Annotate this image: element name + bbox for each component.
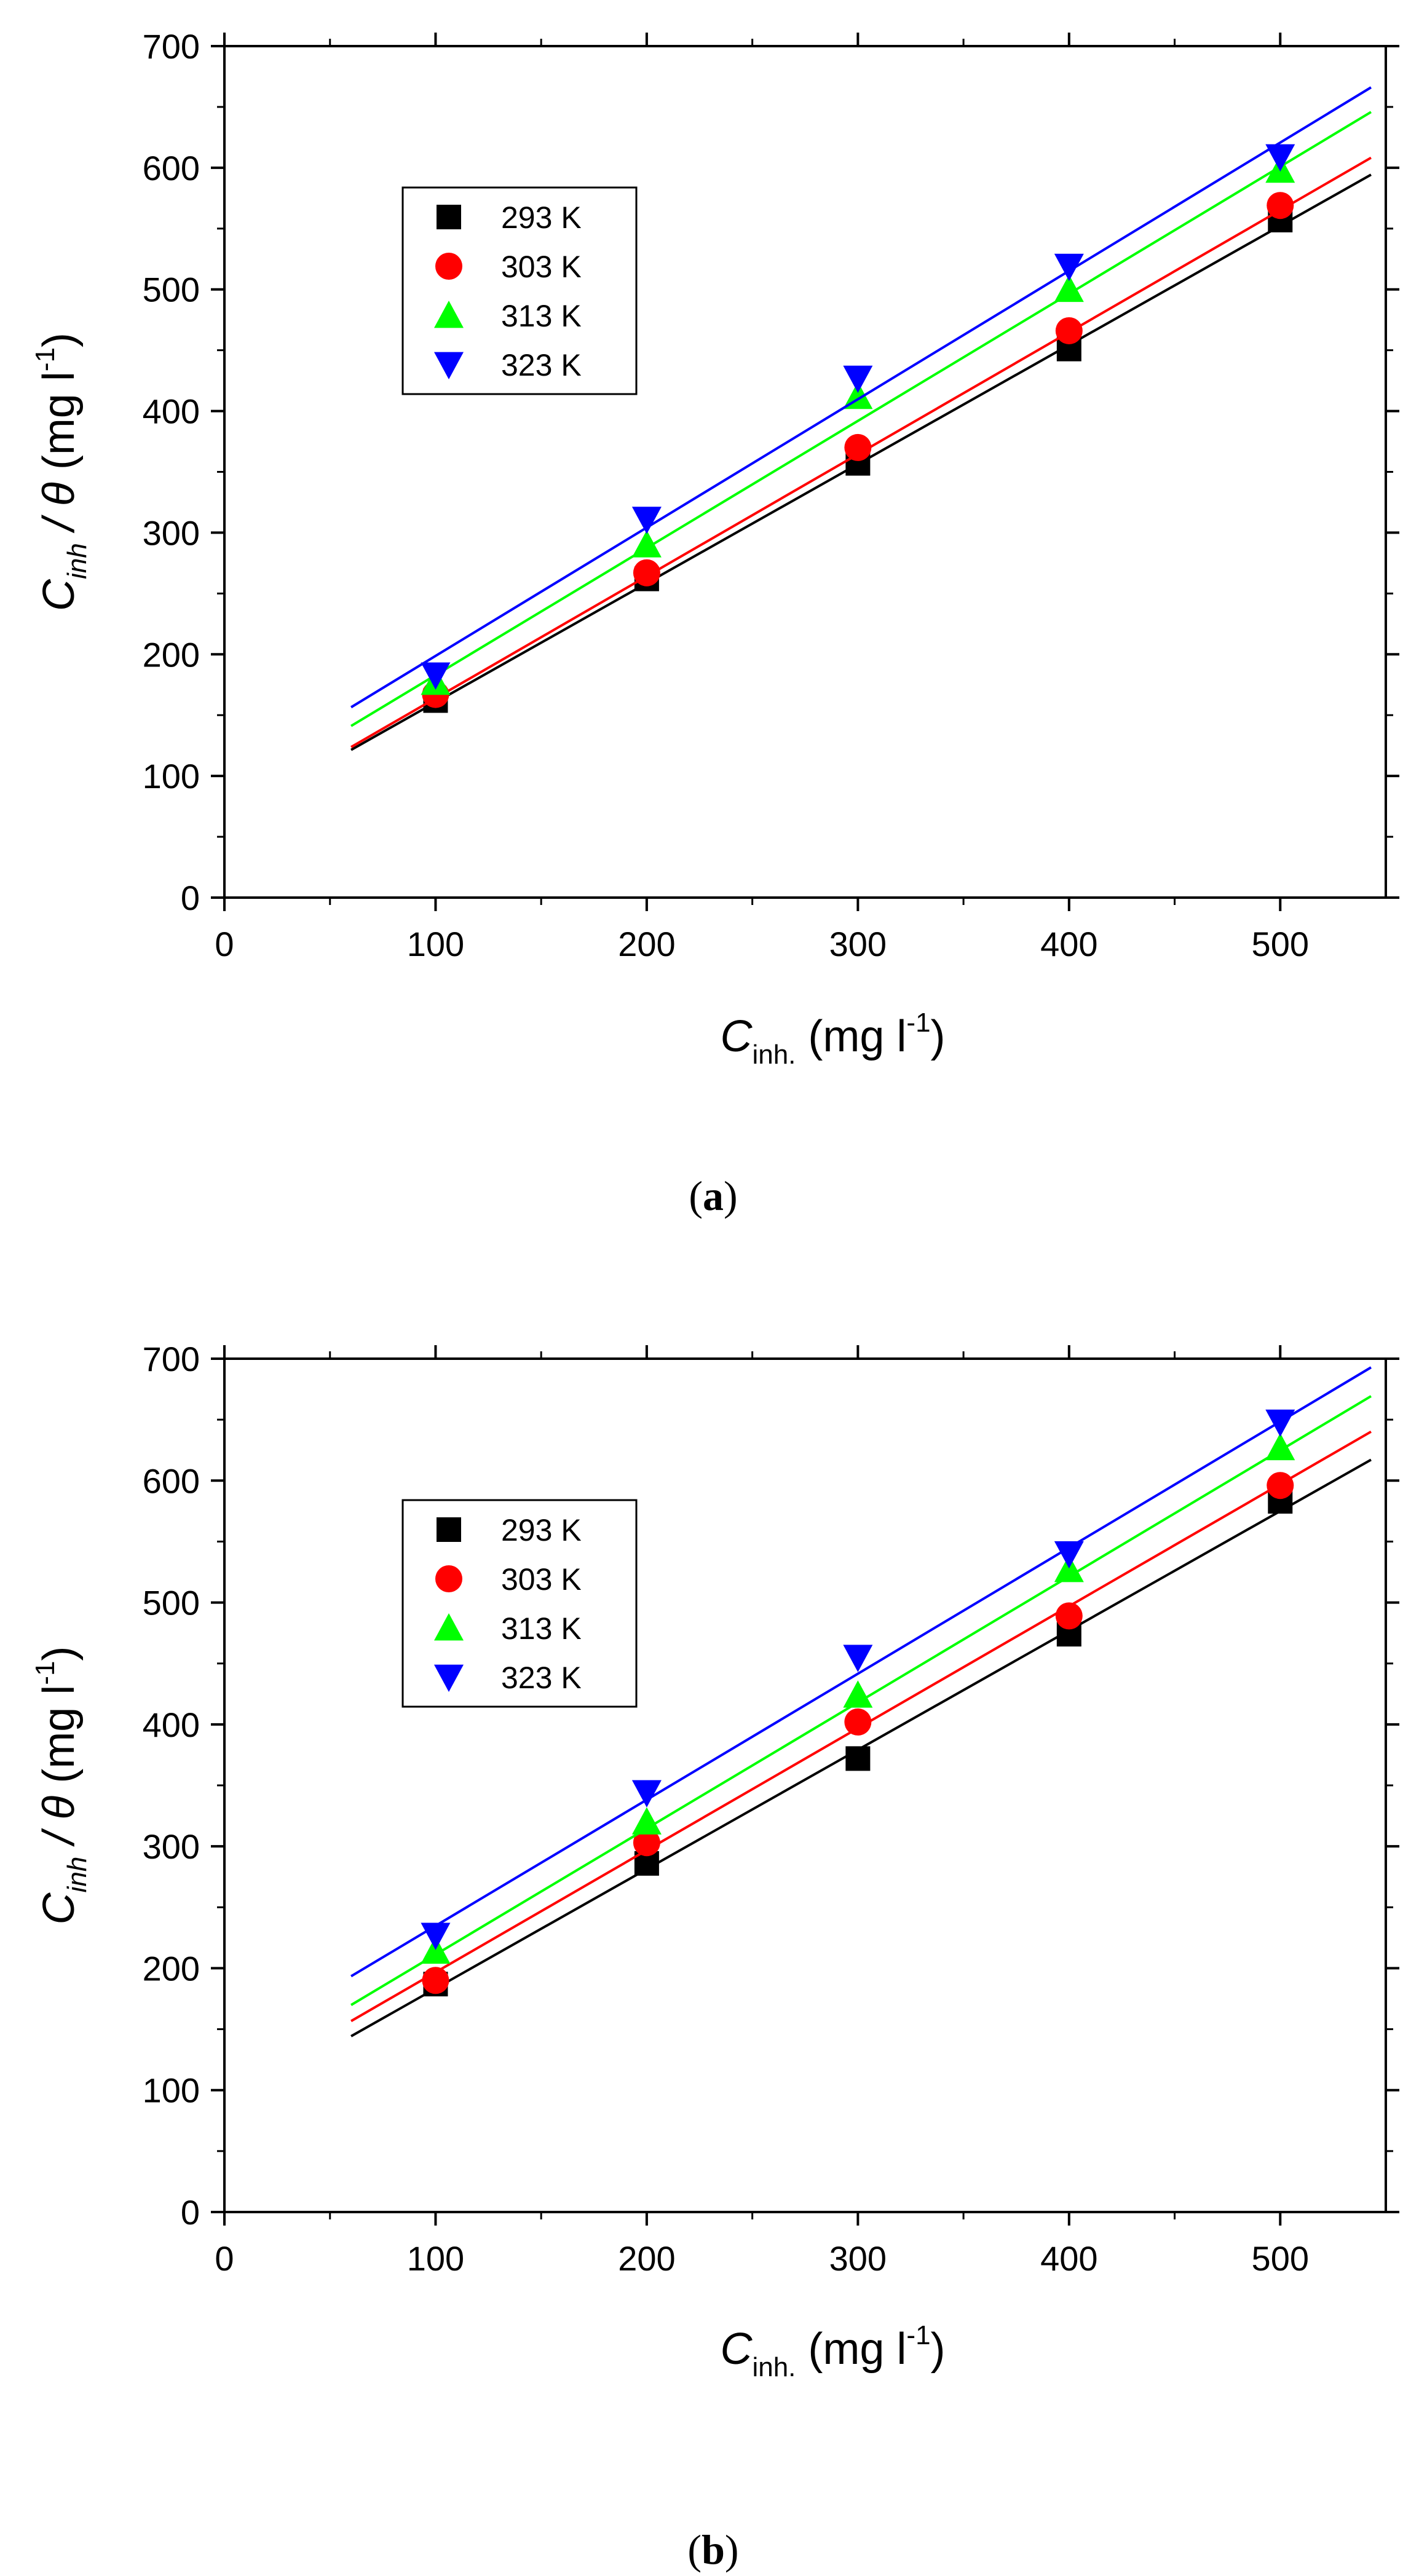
chart-panel-b: 0 100 200 300 400 500 0 100 200 300 400 500 600 700 Ci… xyxy=(30,1340,1399,2573)
data-point xyxy=(1265,1432,1295,1461)
x-tick-label: 400 xyxy=(1040,2239,1097,2278)
x-tick-label: 200 xyxy=(618,925,675,963)
legend-marker xyxy=(434,301,464,328)
legend-marker xyxy=(434,352,464,379)
series-303-k xyxy=(350,1430,1372,2023)
data-point xyxy=(631,1780,662,1808)
legend: 293 K 303 K 313 K 323 K xyxy=(401,186,638,395)
y-tick-label: 500 xyxy=(143,1584,200,1622)
panel-label: (b) xyxy=(687,2526,738,2573)
x-tick-label: 500 xyxy=(1252,2239,1309,2278)
panel-label: (a) xyxy=(689,1172,737,1219)
data-point xyxy=(1055,317,1083,344)
data-point xyxy=(844,433,872,461)
legend-marker xyxy=(437,1517,461,1542)
fit-line xyxy=(350,86,1372,709)
y-tick-label: 300 xyxy=(143,513,200,552)
data-point xyxy=(1054,1541,1084,1569)
data-point xyxy=(1054,274,1084,302)
plot-frame xyxy=(223,45,1387,899)
y-tick-label: 600 xyxy=(143,1461,200,1500)
legend-marker xyxy=(434,1664,464,1692)
x-tick-label: 0 xyxy=(215,925,234,963)
data-point xyxy=(633,1829,660,1857)
series-323-k xyxy=(350,86,1372,709)
data-point xyxy=(1267,192,1294,219)
y-tick-label: 700 xyxy=(143,27,200,66)
y-tick-label: 700 xyxy=(143,1340,200,1378)
y-tick-label: 200 xyxy=(143,635,200,674)
plot-frame xyxy=(223,1357,1387,2213)
y-tick-label: 300 xyxy=(143,1827,200,1866)
x-axis-title: Cinh. (mg l-1) xyxy=(720,2320,945,2382)
legend-label: 323 K xyxy=(501,1661,582,1695)
data-point xyxy=(1055,1602,1083,1630)
y-tick-label: 0 xyxy=(181,2193,200,2232)
y-tick-label: 100 xyxy=(143,2071,200,2110)
fit-line xyxy=(350,1366,1372,1978)
x-tick-label: 300 xyxy=(829,2239,887,2278)
legend-label: 313 K xyxy=(501,1611,582,1646)
legend-marker xyxy=(435,253,462,280)
data-point xyxy=(843,1680,873,1708)
legend-marker xyxy=(435,1565,462,1592)
y-tick-label: 400 xyxy=(143,392,200,431)
data-point xyxy=(631,507,662,534)
data-point xyxy=(631,530,662,558)
y-tick-label: 400 xyxy=(143,1705,200,1744)
legend-label: 313 K xyxy=(501,299,582,333)
legend-label: 323 K xyxy=(501,348,582,382)
data-point xyxy=(1054,253,1084,282)
x-tick-label: 400 xyxy=(1040,925,1097,963)
y-tick-label: 500 xyxy=(143,271,200,309)
y-axis-title: Cinh / θ (mg l-1) xyxy=(30,333,92,611)
data-point xyxy=(421,1922,451,1950)
y-tick-label: 100 xyxy=(143,757,200,796)
legend-label: 293 K xyxy=(501,1513,582,1547)
data-point xyxy=(1265,1409,1295,1437)
x-axis-title: Cinh. (mg l-1) xyxy=(720,1008,945,1070)
data-point xyxy=(1267,1472,1294,1499)
x-tick-label: 500 xyxy=(1252,925,1309,963)
x-tick-label: 100 xyxy=(407,925,464,963)
x-tick-label: 300 xyxy=(829,925,887,963)
legend-label: 303 K xyxy=(501,1562,582,1597)
data-point xyxy=(421,662,451,690)
series-323-k xyxy=(350,1366,1372,1978)
legend: 293 K 303 K 313 K 323 K xyxy=(401,1499,638,1708)
y-tick-label: 0 xyxy=(181,879,200,917)
chart-panel-a: 0 100 200 300 400 500 0 100 200 300 400 500 600 700 Ci… xyxy=(30,27,1399,1219)
data-point xyxy=(843,381,873,409)
x-tick-label: 200 xyxy=(618,2239,675,2278)
legend-label: 303 K xyxy=(501,250,582,284)
series-303-k xyxy=(350,156,1372,748)
legend-marker xyxy=(434,1613,464,1641)
y-tick-label: 200 xyxy=(143,1949,200,1988)
data-point xyxy=(844,1708,872,1736)
data-point xyxy=(633,559,660,587)
data-point xyxy=(843,1645,873,1672)
data-point xyxy=(1265,144,1295,172)
data-point xyxy=(422,1967,449,1994)
legend-label: 293 K xyxy=(501,200,582,235)
data-point xyxy=(845,1746,871,1771)
y-axis-title: Cinh / θ (mg l-1) xyxy=(30,1646,92,1925)
data-point xyxy=(631,1807,662,1835)
x-tick-label: 0 xyxy=(215,2239,234,2278)
fit-line xyxy=(350,111,1372,727)
legend-marker xyxy=(437,205,461,229)
data-point xyxy=(843,365,873,393)
y-tick-label: 600 xyxy=(143,149,200,188)
x-tick-label: 100 xyxy=(407,2239,464,2278)
series-313-k xyxy=(350,111,1372,727)
